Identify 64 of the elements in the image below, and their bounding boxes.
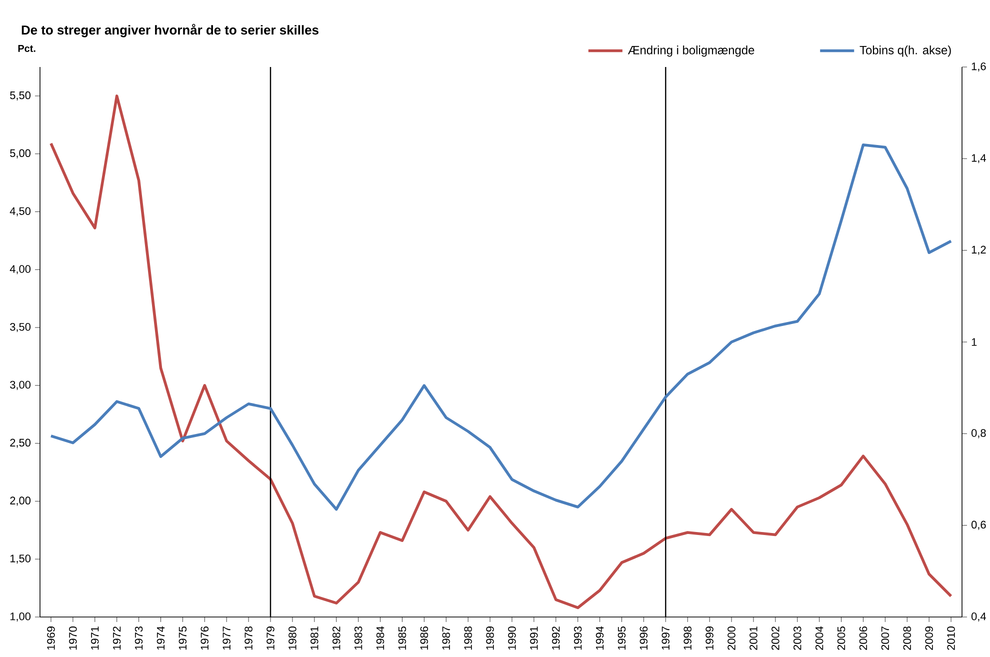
y-tick-label: 2,50: [10, 438, 31, 448]
y2-tick-label: 1,6: [972, 62, 986, 72]
x-tick-label: 1995: [618, 626, 626, 650]
x-tick-label: 1986: [420, 626, 428, 650]
y-tick-label: 1,00: [10, 612, 31, 622]
x-tick-label: 1976: [200, 626, 209, 650]
y-tick-label: 5,50: [10, 91, 31, 100]
x-tick-label: 1974: [156, 626, 165, 650]
x-tick-label: 1981: [310, 626, 318, 650]
x-tick-label: 1977: [222, 626, 230, 650]
x-tick-label: 2003: [793, 626, 802, 650]
x-tick-label: 2006: [859, 626, 868, 650]
x-tick-label: 1987: [442, 626, 450, 650]
y2-tick-label: 1,4: [972, 154, 986, 164]
x-tick-label: 2007: [881, 626, 890, 650]
y-tick-label: 1,50: [10, 554, 31, 564]
x-tick-label: 1998: [684, 626, 692, 650]
x-tick-label: 1982: [332, 626, 340, 650]
x-tick-label: 2009: [925, 626, 933, 650]
x-tick-label: 2008: [903, 626, 911, 650]
x-tick-label: 2002: [772, 626, 780, 650]
y-tick-label: 3,50: [10, 322, 31, 332]
line-series: [50, 94, 952, 610]
y-axis-title: Pct.: [18, 45, 36, 52]
x-tick-label: 1972: [112, 626, 121, 650]
y2-tick-label: 0,8: [971, 429, 986, 438]
x-tick-label: 1988: [464, 626, 472, 650]
x-tick-label: 1985: [398, 626, 406, 650]
x-tick-label: 1983: [354, 626, 362, 650]
x-tick-label: 2004: [815, 626, 824, 650]
chart-title: De to streger angiver hvornår de to serier skilles: [22, 24, 318, 38]
y-tick-label: 5,00: [10, 149, 31, 158]
y-tick-label: 2,00: [10, 496, 31, 506]
x-tick-label: 1975: [178, 626, 187, 650]
x-tick-label: 1973: [134, 626, 143, 650]
x-tick-label: 1991: [530, 626, 538, 650]
x-tick-label: 1979: [266, 626, 274, 650]
y-tick-label: 4,50: [10, 207, 31, 216]
x-tick-label: 1980: [288, 626, 296, 650]
x-tick-label: 2010: [947, 626, 955, 650]
x-tick-label: 1984: [376, 626, 384, 650]
x-tick-label: 1969: [47, 626, 55, 650]
x-tick-label: 1999: [706, 626, 714, 650]
legend-label: Tobins q(h. akse): [860, 46, 951, 57]
x-tick-label: 2005: [837, 626, 846, 650]
x-tick-label: 1997: [662, 626, 670, 650]
y2-tick-label: 0,6: [971, 520, 986, 530]
x-tick-label: 1971: [90, 626, 99, 650]
y-tick-label: 4,00: [10, 265, 31, 274]
x-tick-label: 2000: [728, 626, 736, 650]
y-tick-label: 3,00: [10, 380, 31, 390]
x-tick-label: 1994: [596, 626, 604, 650]
x-tick-label: 1992: [552, 626, 560, 650]
y2-tick-label: 0,4: [971, 612, 986, 622]
x-tick-label: 1993: [574, 626, 582, 650]
x-tick-label: 1990: [508, 626, 516, 650]
x-tick-label: 2001: [750, 626, 758, 650]
y2-tick-label: 1,2: [972, 246, 986, 255]
x-tick-label: 1996: [640, 626, 648, 650]
x-tick-label: 1978: [244, 626, 252, 650]
x-tick-label: 1970: [69, 626, 77, 650]
legend-label: Ændring i boligmængde: [628, 46, 754, 57]
y2-tick-label: 1: [972, 338, 977, 346]
x-tick-label: 1989: [486, 626, 494, 650]
